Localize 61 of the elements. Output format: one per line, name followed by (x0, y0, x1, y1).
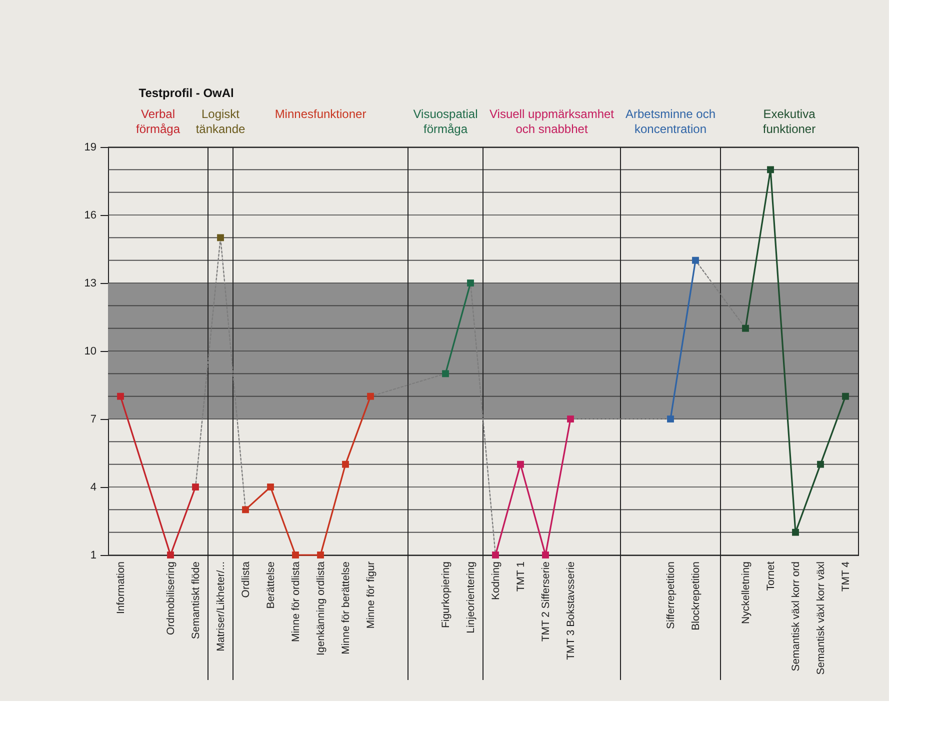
y-tick-label: 10 (84, 346, 96, 358)
point (117, 392, 124, 400)
x-tick-label: Semantisk växl korr ord (790, 561, 802, 672)
point (192, 484, 199, 490)
y-tick-label: 19 (84, 142, 96, 154)
x-tick-label: Information (115, 561, 127, 614)
point (217, 234, 224, 242)
x-tick-label: TMT 2 Sifferserie (540, 561, 552, 642)
text: Logiskt tänkande (196, 107, 246, 136)
point (342, 460, 349, 468)
point (542, 552, 549, 558)
point (167, 552, 174, 558)
point (767, 166, 774, 174)
point (517, 460, 524, 468)
x-tick-label: TMT 3 Bokstavsserie (565, 561, 577, 660)
x-tick-label: Semantiskt flöde (190, 561, 202, 640)
text: Minnesfunktioner (274, 107, 366, 121)
point (467, 280, 474, 286)
x-tick-label: Sifferrepetition (665, 561, 677, 630)
x-tick-label: Ordmobilisering (165, 561, 177, 636)
x-tick-label: Tornet (765, 561, 777, 591)
text: Exekutiva funktioner (762, 107, 816, 136)
text: Verbal förmåga (136, 107, 180, 136)
x-tick-label: Figurkopiering (440, 561, 452, 628)
x-tick-label: Minne för ordlista (290, 561, 302, 642)
point (567, 416, 574, 422)
x-tick-label: Igenkänning ordlista (315, 561, 327, 656)
y-tick-label: 16 (84, 210, 96, 222)
text: Visuell uppmärksamhet och snabbhet (489, 107, 615, 136)
point (692, 256, 699, 264)
point (742, 324, 749, 332)
y-tick-label: 7 (90, 414, 96, 426)
x-tick-label: Berättelse (265, 561, 277, 609)
point (792, 528, 799, 536)
point (317, 552, 324, 558)
x-tick-label: Linjeorientering (465, 561, 477, 634)
x-tick-label: TMT 1 (515, 561, 527, 592)
point (442, 370, 449, 378)
x-tick-label: Ordlista (240, 561, 252, 598)
chart-title: Testprofil - OwAl (138, 86, 234, 100)
point (292, 552, 299, 558)
y-tick-label: 1 (90, 550, 96, 562)
x-tick-label: Matriser/Likheter/... (215, 562, 227, 652)
text: Arbetsminne och koncentration (625, 107, 716, 136)
y-tick-label: 13 (84, 278, 96, 290)
point (667, 416, 674, 422)
x-tick-label: TMT 4 (840, 561, 852, 592)
point (242, 506, 249, 514)
text: Visuospatial förmåga (413, 107, 478, 136)
point (842, 392, 849, 400)
point (492, 552, 499, 558)
x-tick-label: Semantisk växl korr växl (815, 562, 827, 675)
x-tick-label: Kodning (490, 561, 502, 600)
y-tick-label: 4 (90, 482, 96, 494)
x-tick-label: Blockrepetition (690, 561, 702, 630)
point (817, 460, 824, 468)
x-tick-label: Minne för berättelse (340, 561, 352, 654)
point (367, 392, 374, 400)
point (267, 484, 274, 490)
x-tick-label: Nyckelletning (740, 561, 752, 624)
x-tick-label: Minne för figur (365, 561, 377, 629)
